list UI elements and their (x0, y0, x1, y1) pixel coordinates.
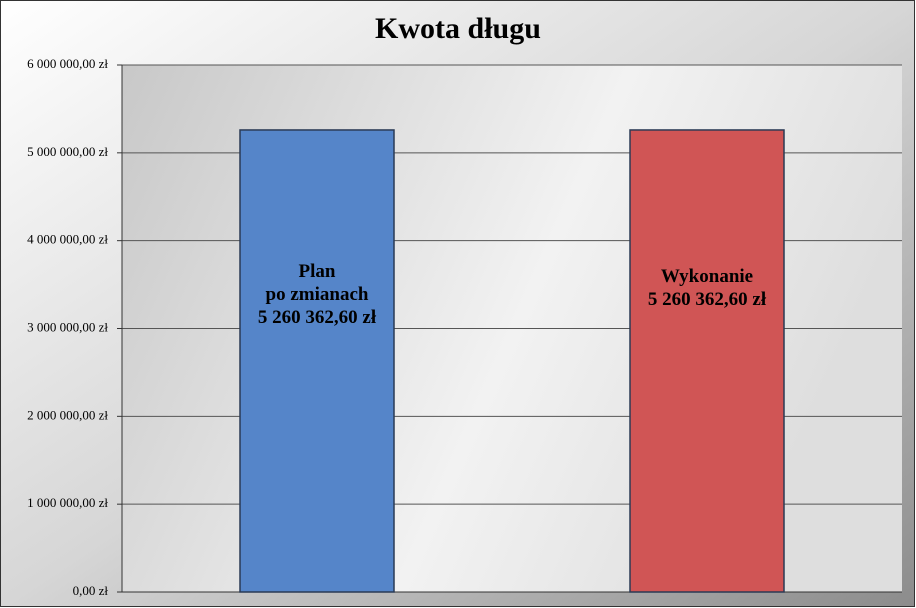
y-tick-label: 1 000 000,00 zł (27, 495, 108, 510)
category-label: Wykonanie (660, 265, 754, 287)
y-tick-label: 4 000 000,00 zł (27, 232, 108, 247)
value-label: 5 260 362,60 zł (257, 306, 377, 328)
y-tick-label: 0,00 zł (73, 583, 109, 598)
bar (629, 129, 785, 593)
y-tick-label: 6 000 000,00 zł (27, 56, 108, 71)
chart-title: Kwota długu (375, 12, 541, 45)
y-tick-label: 2 000 000,00 zł (27, 407, 108, 422)
value-label: 5 260 362,60 zł (647, 288, 767, 310)
y-tick-label: 3 000 000,00 zł (27, 319, 108, 334)
bar (239, 129, 395, 593)
category-label: Plan po zmianach (265, 260, 369, 305)
y-tick-label: 5 000 000,00 zł (27, 144, 108, 159)
